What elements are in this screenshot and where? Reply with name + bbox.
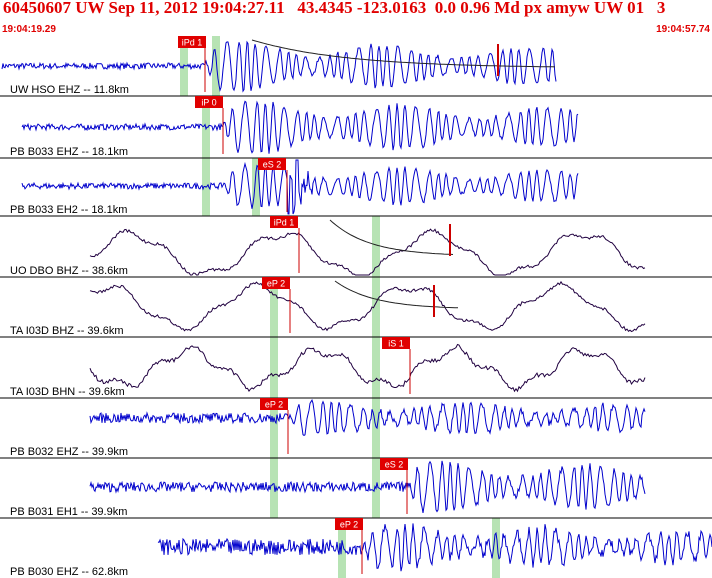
station-label: PB B032 EHZ -- 39.9km <box>10 446 128 458</box>
pick-flag[interactable] <box>380 458 408 470</box>
pick-label: iP 0 <box>201 98 216 108</box>
station-label: UO DBO BHZ -- 38.6km <box>10 265 128 277</box>
pick-label: iS 1 <box>388 339 404 349</box>
window-band-6-1 <box>270 337 278 398</box>
header-bar: 60450607 UW Sep 11, 2012 19:04:27.11 43.… <box>0 0 712 36</box>
pick-flag[interactable] <box>178 36 206 48</box>
station-label: TA I03D BHZ -- 39.6km <box>10 325 124 337</box>
station-label: PB B030 EHZ -- 62.8km <box>10 566 128 578</box>
coda-decay-curve <box>251 39 556 68</box>
pick-flag[interactable] <box>195 96 223 108</box>
window-band-9-2 <box>492 518 500 578</box>
coda-decay-curve <box>334 280 459 309</box>
window-band-1-2 <box>212 36 220 96</box>
window-band-8-1 <box>270 458 278 518</box>
pick-label: eP 2 <box>265 400 283 410</box>
pick-flag[interactable] <box>382 337 410 349</box>
waveform-trace-7 <box>89 399 646 436</box>
waveform-trace-6 <box>89 343 646 393</box>
window-band-5-2 <box>372 277 380 337</box>
pick-flag[interactable] <box>270 216 298 228</box>
pick-flag[interactable] <box>335 518 363 530</box>
pick-flag[interactable] <box>258 158 286 170</box>
window-band-4-1 <box>372 216 380 277</box>
station-label: PB B033 EH2 -- 18.1km <box>10 204 127 216</box>
station-label: UW HSO EHZ -- 11.8km <box>10 84 129 96</box>
pick-label: eS 2 <box>385 460 404 470</box>
event-title: 60450607 UW Sep 11, 2012 19:04:27.11 43.… <box>3 0 666 17</box>
window-band-7-2 <box>372 398 380 458</box>
station-label: TA I03D BHN -- 39.6km <box>10 386 125 398</box>
pick-label: eP 2 <box>267 279 285 289</box>
pick-flag[interactable] <box>262 277 290 289</box>
coda-decay-curve <box>329 219 454 255</box>
station-label: PB B033 EHZ -- 18.1km <box>10 146 128 158</box>
pick-label: eP 2 <box>340 520 358 530</box>
window-band-5-1 <box>270 277 278 337</box>
start-time-label: 19:04:19.29 <box>2 24 56 35</box>
pick-flag[interactable] <box>260 398 288 410</box>
pick-label: eS 2 <box>263 160 282 170</box>
waveform-trace-4 <box>89 228 646 276</box>
pick-label: iPd 1 <box>274 218 295 228</box>
waveform-trace-9 <box>157 523 712 572</box>
window-band-9-1 <box>338 518 346 578</box>
window-band-3-2 <box>252 158 260 216</box>
seismogram-panel[interactable]: iPd 1 iP 0 eS 2 iPd 1 eP 2 iS 1 eP 2 eS 2 eP 2 U… <box>0 36 712 578</box>
end-time-label: 19:04:57.74 <box>656 24 710 35</box>
pick-label: iPd 1 <box>182 38 203 48</box>
window-band-7-1 <box>270 398 278 458</box>
waveform-trace-5 <box>89 280 646 333</box>
waveform-trace-3 <box>21 159 579 215</box>
waveform-trace-2 <box>21 100 579 154</box>
station-label: PB B031 EH1 -- 39.9km <box>10 506 127 518</box>
waveform-trace-8 <box>89 460 646 513</box>
window-band-6-2 <box>372 337 380 398</box>
